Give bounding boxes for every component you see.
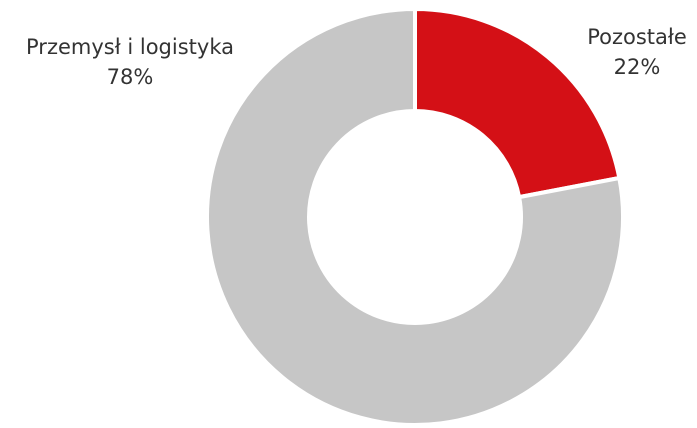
slice-value-label: 78% <box>107 65 154 89</box>
slice-label: Przemysł i logistyka <box>26 35 234 59</box>
slice-label: Pozostałe <box>587 25 687 49</box>
slice-value-label: 22% <box>614 55 661 79</box>
donut-slice <box>413 6 622 200</box>
donut-slice <box>205 6 625 427</box>
